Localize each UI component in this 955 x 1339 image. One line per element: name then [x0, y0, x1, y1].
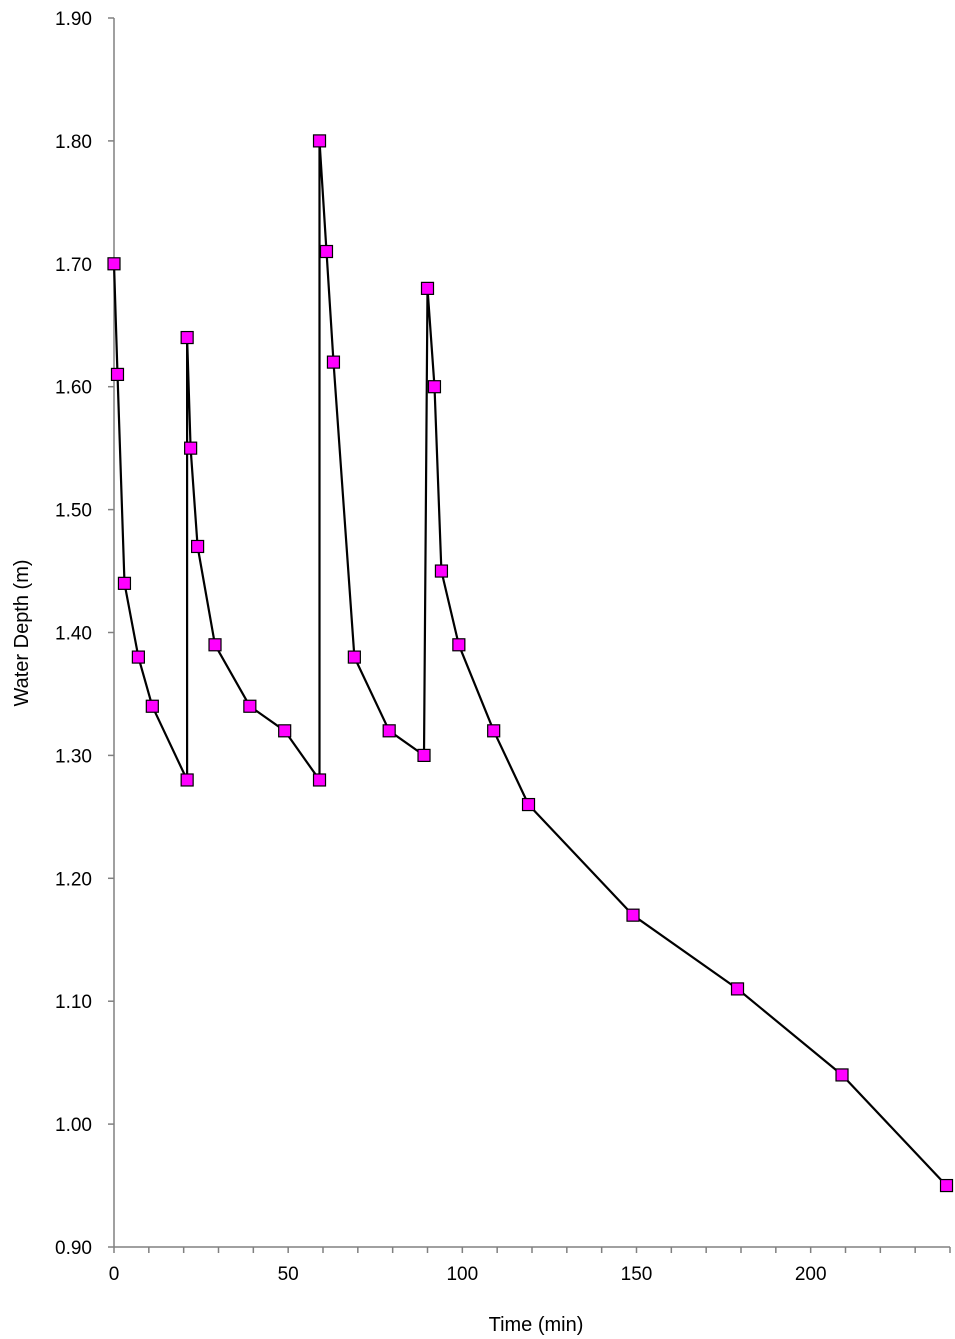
- x-tick-label: 150: [621, 1264, 653, 1285]
- data-point-marker: [312, 134, 327, 148]
- y-tick-label: 1.40: [55, 624, 92, 645]
- data-point-marker: [521, 797, 536, 812]
- data-point-marker: [420, 281, 435, 295]
- data-point-marker: [110, 367, 125, 382]
- data-point-marker: [180, 773, 194, 787]
- data-point-marker: [145, 699, 159, 713]
- data-point-marker: [434, 564, 449, 578]
- x-axis-title: Time (min): [489, 1314, 584, 1336]
- data-point-marker: [347, 650, 361, 664]
- x-tick-label: 0: [109, 1264, 120, 1285]
- y-tick-label: 1.50: [55, 501, 92, 522]
- y-tick-label: 1.70: [55, 255, 92, 276]
- data-point-marker: [326, 355, 341, 369]
- y-tick-label: 1.80: [55, 132, 92, 153]
- data-point-marker: [835, 1068, 849, 1082]
- data-point-marker: [191, 539, 205, 554]
- y-tick-label: 1.60: [55, 378, 92, 399]
- series-line: [112, 139, 948, 1187]
- y-tick-label: 1.90: [55, 9, 92, 30]
- data-point-marker: [939, 1178, 954, 1193]
- data-point-marker: [427, 380, 442, 394]
- data-point-marker: [243, 699, 257, 713]
- data-point-marker: [417, 748, 431, 763]
- y-tick-label: 1.20: [55, 869, 92, 890]
- data-point-marker: [208, 638, 222, 652]
- data-point-marker: [278, 724, 292, 738]
- y-tick-label: 1.00: [55, 1115, 92, 1136]
- plot-area: 0.90 1.00 1.10 1.20 1.30 1.40 1.50 1.60 1.70 1.80…: [55, 9, 954, 1285]
- data-point-marker: [312, 773, 327, 787]
- data-point-marker: [382, 724, 396, 738]
- data-point-marker: [487, 724, 501, 738]
- data-point-marker: [117, 576, 132, 590]
- data-point-marker: [184, 441, 198, 455]
- y-tick-label: 1.30: [55, 746, 92, 767]
- data-point-marker: [319, 244, 334, 259]
- x-tick-label: 200: [795, 1264, 827, 1285]
- data-point-marker: [730, 982, 745, 996]
- data-point-marker: [107, 257, 121, 271]
- x-tick-label: 50: [278, 1264, 299, 1285]
- data-point-marker: [180, 330, 194, 345]
- y-tick-label: 1.10: [55, 992, 92, 1013]
- x-tick-label: 100: [446, 1264, 478, 1285]
- data-point-marker: [452, 638, 466, 652]
- data-point-marker: [131, 650, 145, 664]
- y-axis-title: Water Depth (m): [11, 559, 33, 706]
- data-point-marker: [626, 908, 640, 922]
- y-tick-label: 0.90: [55, 1238, 92, 1259]
